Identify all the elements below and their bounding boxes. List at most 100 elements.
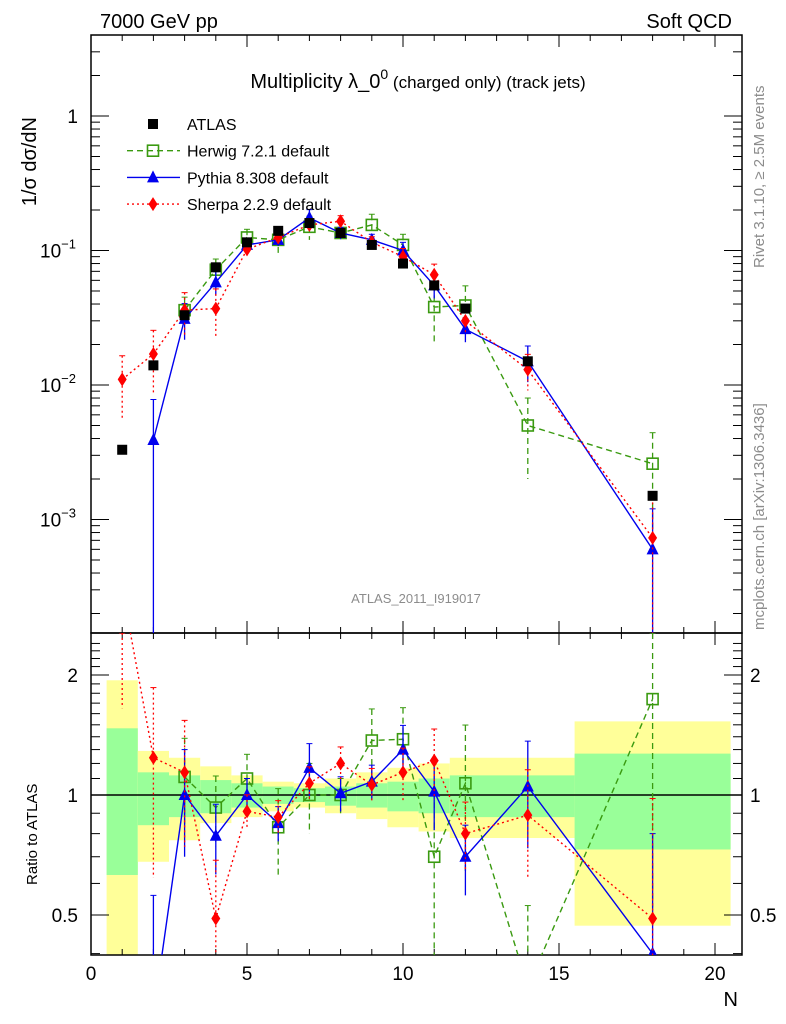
- herwig-point: [646, 457, 659, 470]
- y-tick-label: 10−2: [40, 371, 76, 397]
- herwig-line: [184, 224, 653, 465]
- atlas-point: [117, 444, 128, 455]
- sherpa-point: [148, 750, 158, 765]
- sherpa-point: [648, 911, 658, 926]
- sherpa-point: [242, 804, 252, 819]
- y-axis-label-main: 1/σ dσ/dN: [19, 117, 41, 206]
- x-tick-label: 10: [392, 964, 413, 985]
- rivet-label: Rivet 3.1.10, ≥ 2.5M events: [751, 86, 768, 269]
- sherpa-point: [367, 777, 377, 792]
- herwig-point: [365, 734, 379, 747]
- legend-label-herwig: Herwig 7.2.1 default: [187, 144, 330, 161]
- atlas-point: [148, 360, 159, 371]
- pythia-point: [147, 433, 160, 446]
- herwig-point: [365, 218, 379, 232]
- y-tick-label: 10−1: [40, 237, 76, 263]
- title-main: Multiplicity λ_0: [250, 71, 380, 93]
- pythia-point: [648, 946, 657, 955]
- atlas-point: [242, 237, 252, 248]
- ratio-y-tick-label: 0.5: [750, 906, 776, 927]
- sherpa-point: [148, 347, 158, 362]
- atlas-point: [398, 258, 408, 269]
- x-tick-label: 15: [548, 964, 569, 985]
- x-tick-label: 5: [242, 964, 253, 985]
- band-inner: [387, 781, 419, 812]
- atlas-point: [366, 239, 377, 250]
- ratio-bands: [106, 680, 731, 955]
- x-tick-label: 20: [704, 964, 725, 985]
- pythia-point: [334, 786, 347, 799]
- sherpa-point: [460, 313, 470, 328]
- sherpa-point: [398, 765, 408, 780]
- sherpa-point: [211, 301, 221, 316]
- herwig-point: [427, 300, 441, 314]
- pythia-point: [459, 322, 472, 335]
- atlas-point: [335, 227, 346, 238]
- legend-label-pythia: Pythia 8.308 default: [187, 170, 329, 187]
- sherpa-point: [211, 911, 221, 926]
- y-tick-base: 10: [40, 376, 61, 397]
- herwig-point: [146, 144, 160, 157]
- mcplots-label: mcplots.cern.ch [arXiv:1306.3436]: [751, 403, 768, 630]
- title-rest: (charged only) (track jets): [388, 73, 585, 92]
- band-inner: [106, 728, 138, 875]
- y-tick-exponent: −1: [61, 237, 76, 252]
- sherpa-point: [118, 581, 127, 595]
- ratio-y-tick-label: 1: [67, 786, 78, 807]
- analysis-id: ATLAS_2011_I919017: [351, 591, 481, 606]
- atlas-point: [179, 310, 190, 321]
- sherpa-point: [429, 267, 439, 282]
- sherpa-point: [273, 810, 283, 825]
- pythia-point: [241, 788, 253, 800]
- herwig-point: [521, 419, 535, 432]
- y-tick-exponent: −2: [61, 371, 76, 386]
- herwig-point: [459, 776, 472, 790]
- pythia-point: [459, 849, 472, 862]
- y-tick-label: 1: [67, 107, 78, 128]
- title-sup: 0: [380, 66, 388, 82]
- pythia-point: [209, 828, 222, 841]
- y-tick-base: 1: [67, 107, 78, 128]
- atlas-point: [304, 218, 315, 229]
- sherpa-point: [648, 530, 658, 545]
- atlas-point: [429, 280, 440, 291]
- y-tick-label: 10−3: [40, 506, 76, 532]
- y-tick-base: 10: [40, 242, 61, 263]
- main-plot-marks: [117, 209, 659, 633]
- pythia-point: [209, 275, 222, 288]
- atlas-point: [273, 225, 284, 236]
- legend-label-sherpa: Sherpa 2.2.9 default: [187, 197, 332, 214]
- ratio-y-tick-label: 0.5: [52, 906, 78, 927]
- sherpa-point: [148, 197, 158, 212]
- sherpa-point: [336, 214, 346, 229]
- pythia-point: [178, 788, 191, 800]
- herwig-point: [522, 981, 533, 992]
- atlas-point: [522, 356, 533, 367]
- ratio-y-tick-label: 1: [750, 786, 761, 807]
- x-axis-label: N: [724, 989, 738, 1011]
- header-left: 7000 GeV pp: [100, 11, 218, 33]
- ratio-frame: [90, 632, 743, 956]
- pythia-point: [147, 1008, 159, 1020]
- x-tick-label: 0: [86, 964, 97, 985]
- ratio-plot-marks: [91, 581, 742, 1020]
- sherpa-point: [336, 756, 346, 771]
- legend-label-atlas: ATLAS: [187, 117, 237, 134]
- legend: ATLAS Herwig 7.2.1 default Pythia 8.308 de…: [127, 117, 332, 214]
- sherpa-point: [460, 826, 470, 841]
- sherpa-point: [304, 776, 314, 791]
- sherpa-point: [180, 765, 190, 780]
- ratio-y-tick-label: 2: [750, 666, 761, 687]
- atlas-point: [148, 119, 158, 129]
- atlas-point: [460, 303, 471, 314]
- sherpa-point: [117, 372, 127, 387]
- plot-title: Multiplicity λ_00 (charged only) (track …: [250, 66, 585, 93]
- sherpa-point: [429, 753, 439, 768]
- header-right: Soft QCD: [646, 11, 732, 33]
- herwig-point: [427, 850, 441, 864]
- sherpa-point: [523, 808, 533, 823]
- atlas-point: [210, 262, 221, 273]
- sherpa-line: [121, 220, 654, 539]
- herwig-line: [184, 698, 654, 955]
